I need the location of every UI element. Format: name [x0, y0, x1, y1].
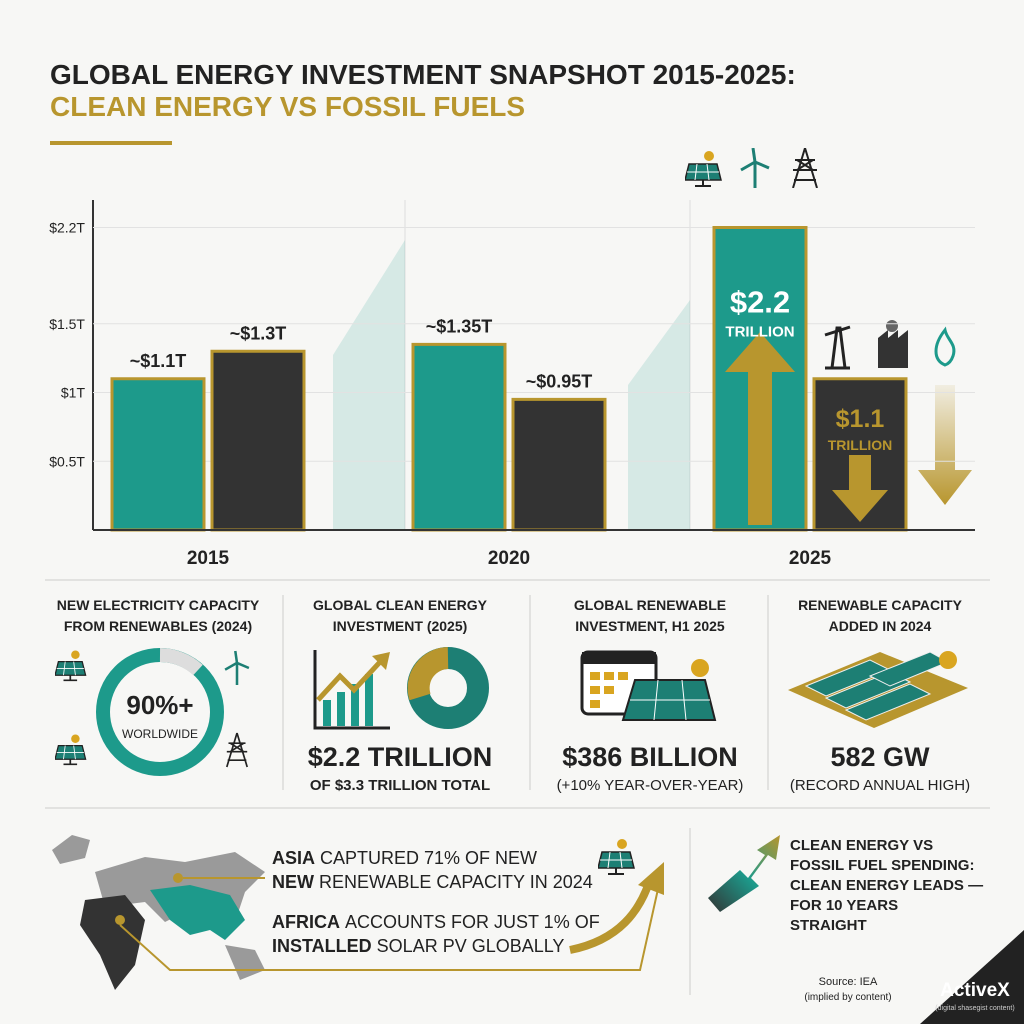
bar: [110, 377, 206, 532]
value-label: ~$1.3T: [230, 323, 287, 343]
value-label: $2.2: [730, 285, 790, 320]
regional-note: NEW RENEWABLE CAPACITY IN 2024: [272, 872, 593, 892]
stat-value: $386 BILLION: [562, 742, 738, 772]
title: GLOBAL ENERGY INVESTMENT SNAPSHOT 2015-2…: [50, 59, 796, 90]
y-tick-label: $2.2T: [49, 220, 85, 236]
value-label-unit: TRILLION: [828, 437, 893, 453]
bar: [411, 342, 507, 532]
bar-overlays: [725, 332, 888, 525]
stat-title: GLOBAL RENEWABLE: [574, 597, 726, 613]
bar: [210, 349, 306, 532]
regional-note: ASIA CAPTURED 71% OF NEW: [272, 848, 537, 868]
value-label: ~$0.95T: [526, 371, 593, 391]
trend-line: STRAIGHT: [790, 917, 867, 934]
stat-title: ADDED IN 2024: [829, 618, 932, 634]
stat-note: (+10% YEAR-OVER-YEAR): [557, 777, 744, 794]
trend-line: CLEAN ENERGY VS: [790, 837, 933, 854]
dividers: [45, 579, 990, 995]
y-tick-label: $0.5T: [49, 453, 85, 469]
x-tick-label: 2015: [187, 548, 230, 569]
source-note: (implied by content): [804, 992, 891, 1003]
subtitle: CLEAN ENERGY VS FOSSIL FUELS: [50, 91, 525, 122]
stat-title: INVESTMENT (2025): [333, 618, 468, 634]
trend-line: FOSSIL FUEL SPENDING:: [790, 857, 974, 874]
stat-value: $2.2 TRILLION: [308, 742, 493, 772]
brand-note: (digital shasegist content): [935, 1005, 1014, 1012]
stat-title: FROM RENEWABLES (2024): [64, 618, 252, 634]
stat-title: GLOBAL CLEAN ENERGY: [313, 597, 488, 613]
stat-note: WORLDWIDE: [122, 727, 198, 741]
stat-value: 582 GW: [830, 742, 930, 772]
trend-text: CLEAN ENERGY VS FOSSIL FUEL SPENDING: CL…: [790, 837, 983, 934]
y-tick-label: $1.5T: [49, 316, 85, 332]
value-label: $1.1: [836, 405, 885, 433]
page-curl: [920, 930, 1024, 1024]
value-label-unit: TRILLION: [725, 324, 794, 341]
trend-arrow: [708, 835, 780, 912]
regional-note: AFRICA ACCOUNTS FOR JUST 1% OF: [272, 912, 600, 932]
value-label: ~$1.35T: [426, 316, 493, 336]
trend-line: CLEAN ENERGY LEADS —: [790, 877, 983, 894]
value-label: ~$1.1T: [130, 351, 187, 371]
bar: [511, 397, 607, 532]
stat-value: 90%+: [126, 690, 193, 720]
regional-map: [52, 835, 664, 990]
regional-note: INSTALLED SOLAR PV GLOBALLY: [272, 936, 564, 956]
accent-rule: [50, 141, 172, 145]
y-tick-label: $1T: [61, 385, 86, 401]
stat-title: RENEWABLE CAPACITY: [798, 597, 963, 613]
stat-note: OF $3.3 TRILLION TOTAL: [310, 777, 490, 794]
source: Source: IEA: [819, 976, 878, 988]
chart-decor: [333, 148, 972, 530]
stat-panels: NEW ELECTRICITY CAPACITY FROM RENEWABLES…: [55, 597, 970, 794]
brand: ActiveX: [940, 980, 1010, 1001]
stat-note: (RECORD ANNUAL HIGH): [790, 777, 970, 794]
stat-title: NEW ELECTRICITY CAPACITY: [57, 597, 260, 613]
x-tick-label: 2025: [789, 548, 832, 569]
trend-line: FOR 10 YEARS: [790, 897, 898, 914]
x-tick-label: 2020: [488, 548, 530, 569]
stat-title: INVESTMENT, H1 2025: [575, 618, 725, 634]
